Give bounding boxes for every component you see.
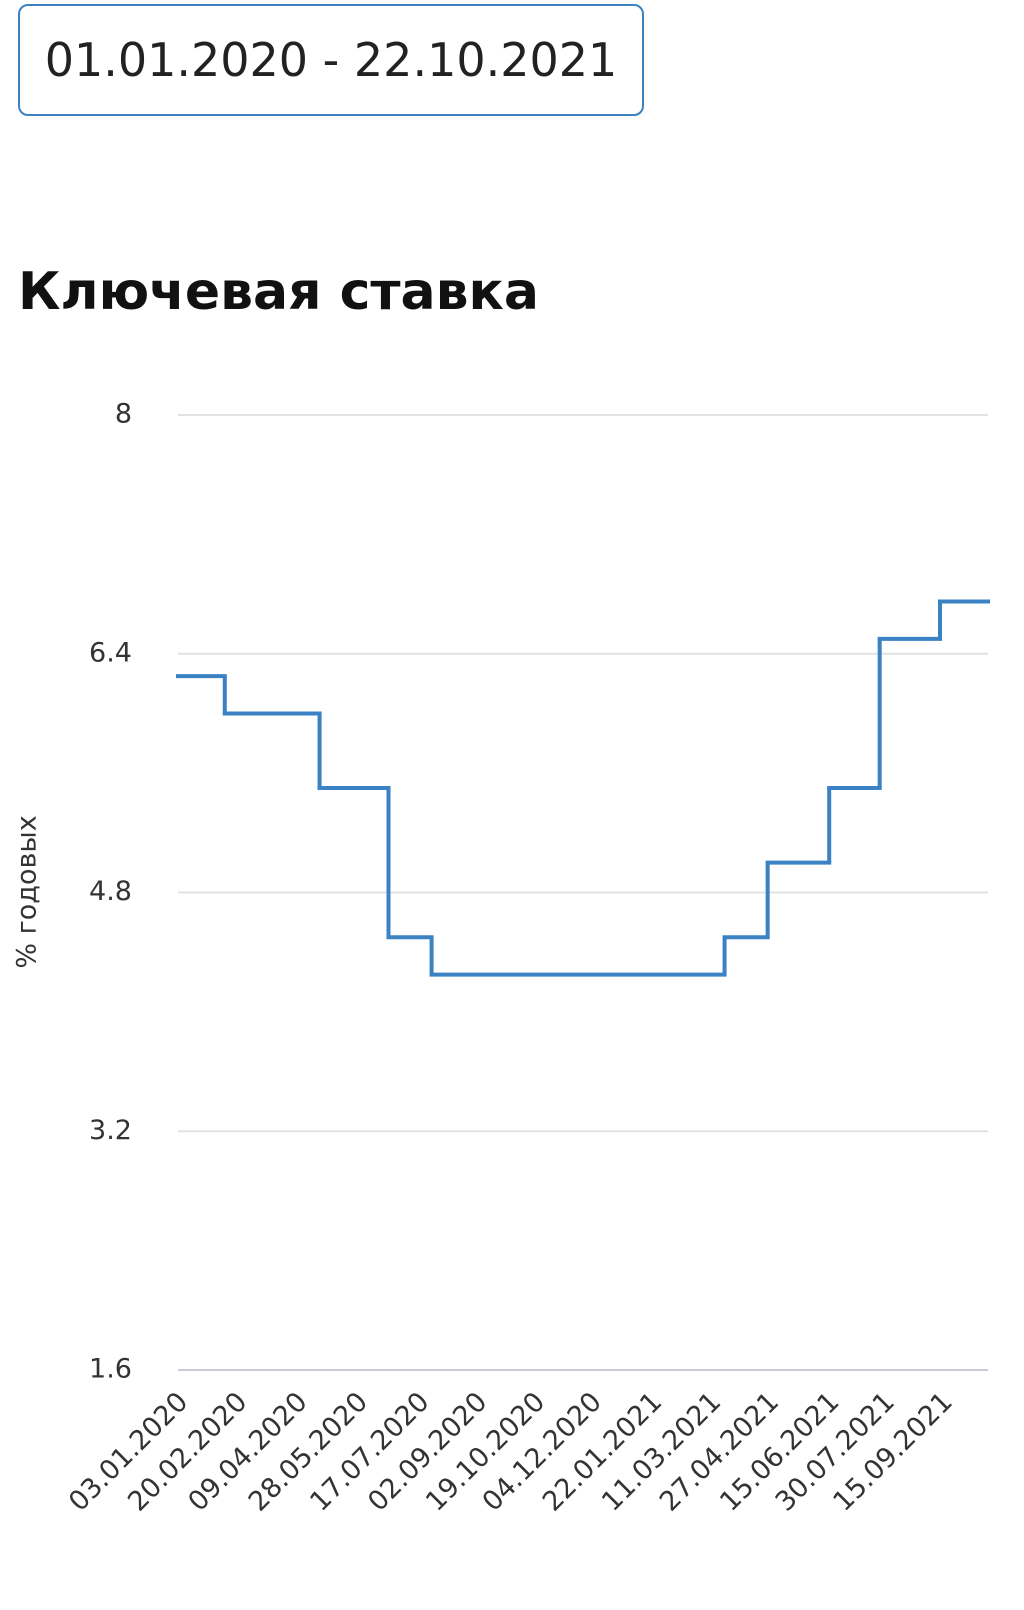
y-tick-label: 1.6: [89, 1354, 132, 1385]
y-tick-label: 4.8: [89, 876, 132, 907]
y-tick-label: 8: [115, 399, 132, 430]
y-tick-label: 3.2: [89, 1115, 132, 1146]
chart-title: Ключевая ставка: [18, 262, 539, 322]
y-axis-label: % годовых: [12, 815, 43, 968]
y-tick-label: 6.4: [89, 637, 132, 668]
date-range-picker[interactable]: 01.01.2020 - 22.10.2021: [18, 4, 644, 116]
